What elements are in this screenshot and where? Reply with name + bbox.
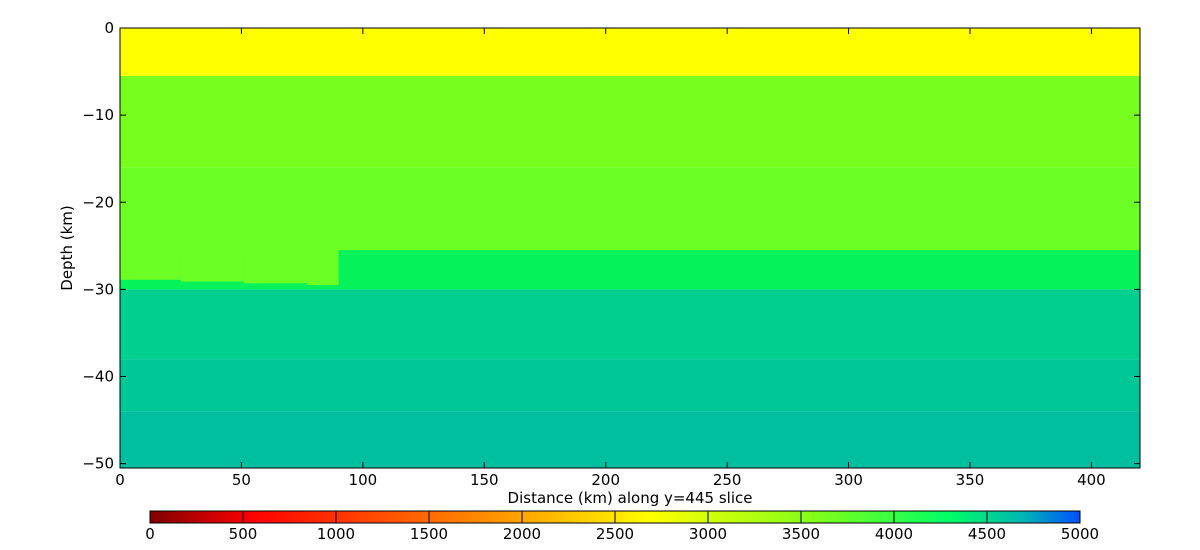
- heatmap-area: [120, 28, 1141, 468]
- velocity-layer-2: [120, 167, 1140, 255]
- x-axis-ticks: 0 50 100 150 200 250 300 350 400: [115, 28, 1106, 489]
- colorbar-tick-label: 0: [145, 525, 155, 543]
- x-tick-label: 400: [1077, 471, 1106, 489]
- x-tick-label: 350: [956, 471, 985, 489]
- y-axis-ticks: 0 −10 −20 −30 −40 −50: [82, 19, 1140, 473]
- colorbar-tick-label: 2500: [596, 525, 634, 543]
- x-axis-label: Distance (km) along y=445 slice: [508, 489, 753, 507]
- colorbar-tick-label: 4500: [968, 525, 1006, 543]
- colorbar-tick-label: 3500: [782, 525, 820, 543]
- velocity-layer-5: [120, 359, 1140, 412]
- x-tick-label: 100: [349, 471, 378, 489]
- x-tick-label: 250: [713, 471, 742, 489]
- velocity-layer-1: [120, 75, 1140, 168]
- velocity-layer-0: [120, 28, 1140, 76]
- colorbar-tick-label: 3000: [689, 525, 727, 543]
- velocity-layer-6: [120, 411, 1140, 468]
- moho-segment-2: [243, 254, 307, 284]
- colorbar-tick-label: 4000: [875, 525, 913, 543]
- colorbar-tick-label: 500: [229, 525, 258, 543]
- colorbar-tick-label: 1500: [410, 525, 448, 543]
- y-tick-label: −20: [82, 193, 114, 211]
- moho-segment-3: [307, 254, 339, 286]
- colorbar-ticks: 0 500 1000 1500 2000 2500 3000 3500 4000 4500 5000: [145, 511, 1099, 543]
- x-tick-label: 200: [591, 471, 620, 489]
- x-tick-label: 0: [115, 471, 125, 489]
- plot-frame: [119, 27, 1141, 469]
- y-tick-label: −30: [82, 280, 114, 298]
- colorbar-tick-label: 2000: [503, 525, 541, 543]
- colorbar-tick-label: 5000: [1061, 525, 1099, 543]
- y-tick-label: −50: [82, 455, 114, 473]
- y-tick-label: −40: [82, 368, 114, 386]
- colorbar-tick-label: 1000: [317, 525, 355, 543]
- y-tick-label: 0: [104, 19, 114, 37]
- x-tick-label: 150: [470, 471, 499, 489]
- moho-segment-0: [120, 254, 181, 280]
- moho-raised-segment-4: [338, 250, 1141, 255]
- moho-segment-1: [180, 254, 244, 282]
- y-tick-label: −10: [82, 106, 114, 124]
- x-tick-label: 50: [232, 471, 251, 489]
- y-axis-label: Depth (km): [58, 205, 76, 290]
- velocity-layer-4: [120, 289, 1140, 360]
- x-tick-label: 300: [834, 471, 863, 489]
